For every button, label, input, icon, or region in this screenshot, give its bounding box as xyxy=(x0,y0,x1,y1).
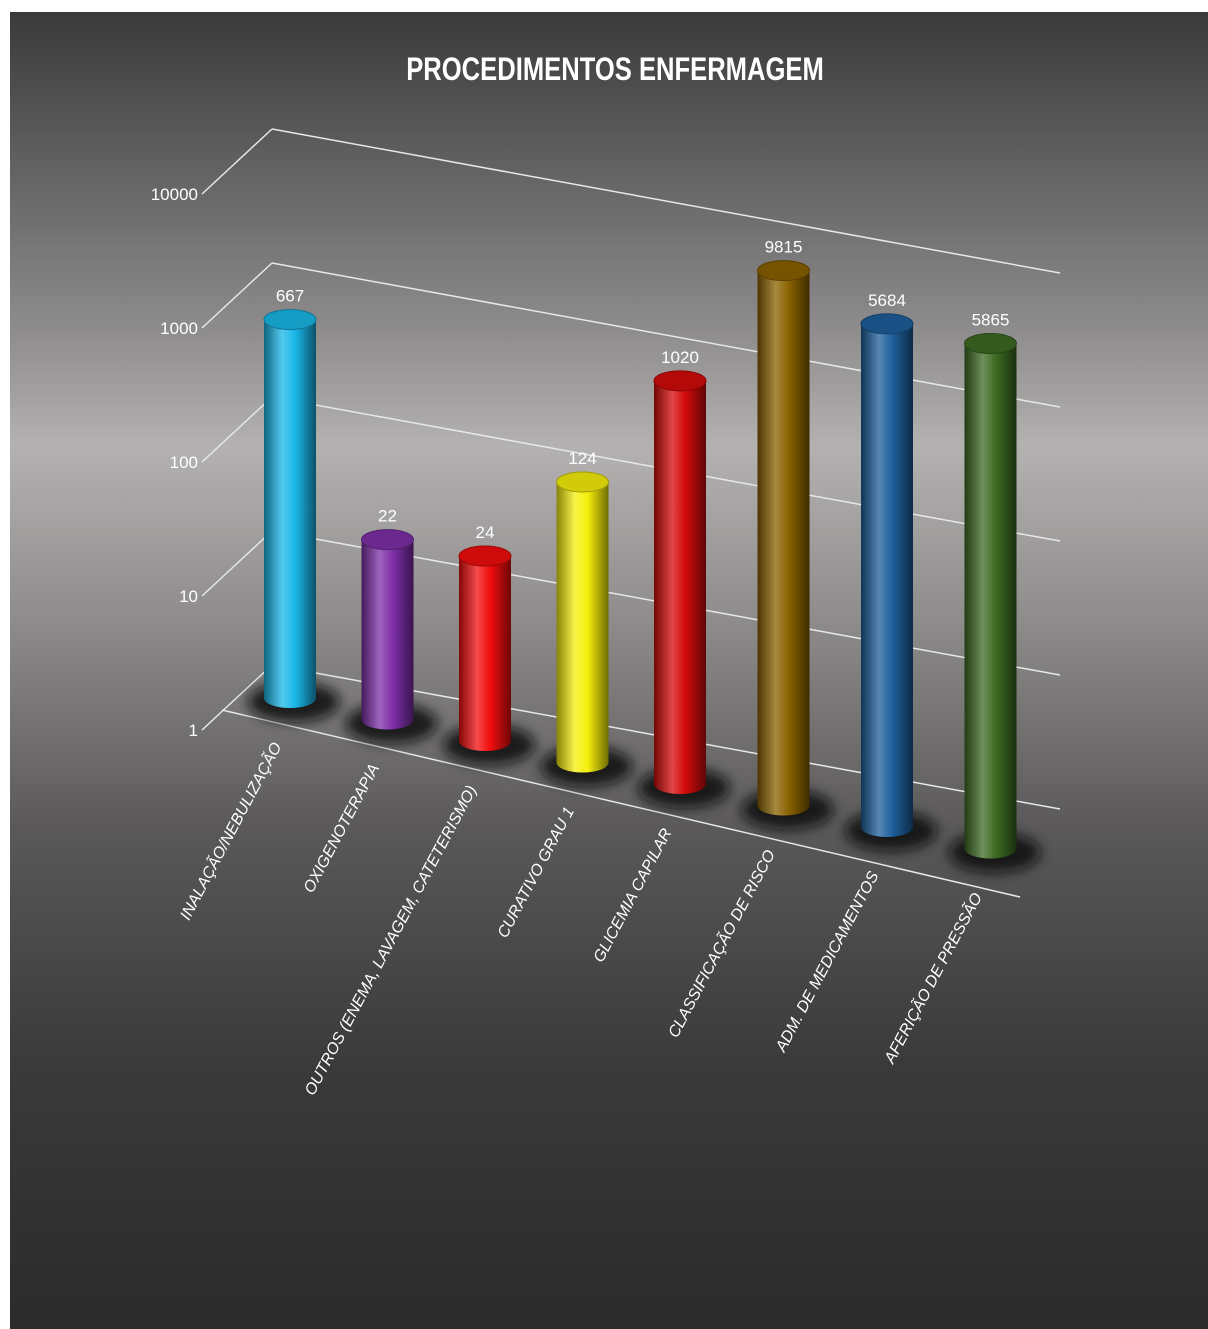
bar-top xyxy=(860,313,914,335)
bar-body xyxy=(654,380,706,794)
bar-top xyxy=(653,370,707,392)
gridline-side xyxy=(201,664,273,731)
bar-body xyxy=(861,323,913,837)
bar xyxy=(964,333,1017,859)
gridline-side xyxy=(201,262,273,329)
bar-body xyxy=(757,270,810,816)
bar-top xyxy=(556,471,609,493)
floor-edge xyxy=(221,709,1021,898)
bar-top xyxy=(757,260,810,282)
data-label: 22 xyxy=(378,507,397,526)
grid-layer xyxy=(201,128,1061,898)
bars xyxy=(263,260,1017,859)
gridline xyxy=(271,262,1061,408)
y-tick-label: 100 xyxy=(170,453,198,472)
data-label: 5865 xyxy=(972,311,1010,330)
bar-top xyxy=(964,333,1017,355)
bar-body xyxy=(361,539,414,730)
chart-frame: PROCEDIMENTOS ENFERMAGEM 1 10 100 1000 10000… xyxy=(10,12,1208,1329)
category-label: CURATIVO GRAU 1 xyxy=(495,804,578,940)
y-tick-label: 10000 xyxy=(151,185,198,204)
value-labels: 667 22 24 124 1020 9815 5684 5865 xyxy=(276,238,1010,542)
bar-body xyxy=(459,556,511,751)
bar xyxy=(361,529,414,730)
chart-title: PROCEDIMENTOS ENFERMAGEM xyxy=(406,52,824,87)
bar-body xyxy=(264,319,316,708)
category-label: AFERIÇÃO DE PRESSÃO xyxy=(879,889,986,1067)
category-label: GLICEMIA CAPILAR xyxy=(591,826,676,966)
category-label: OUTROS (ENEMA, LAVAGEM, CATETERISMO) xyxy=(302,783,480,1098)
bar xyxy=(556,471,609,773)
gridline xyxy=(271,128,1061,274)
gridline-side xyxy=(201,530,273,597)
y-tick-label: 1 xyxy=(189,721,198,740)
bar xyxy=(458,545,512,751)
y-tick-label: 10 xyxy=(179,587,198,606)
data-label: 24 xyxy=(476,523,495,542)
bar xyxy=(263,309,317,708)
bar xyxy=(757,260,810,816)
data-label: 124 xyxy=(568,449,596,468)
bar-top xyxy=(458,545,512,567)
bar-body xyxy=(964,343,1017,859)
bar-top xyxy=(361,529,414,551)
data-label: 1020 xyxy=(661,348,699,367)
gridline-side xyxy=(201,396,273,463)
bar xyxy=(653,370,707,794)
data-label: 9815 xyxy=(765,238,803,257)
bar xyxy=(860,313,914,837)
category-label: CLASSIFICAÇÃO DE RISCO xyxy=(664,846,779,1040)
category-label: ADM. DE MEDICAMENTOS xyxy=(772,869,882,1056)
data-label: 5684 xyxy=(868,291,906,310)
data-label: 667 xyxy=(276,287,304,306)
category-label: OXIGENOTERAPIA xyxy=(301,761,383,895)
y-tick-label: 1000 xyxy=(160,319,198,338)
chart-svg: PROCEDIMENTOS ENFERMAGEM 1 10 100 1000 10000… xyxy=(151,52,1061,1098)
bar-top xyxy=(263,309,317,331)
gridline-side xyxy=(201,128,273,195)
bar-body xyxy=(556,481,609,773)
y-axis-ticks: 1 10 100 1000 10000 xyxy=(151,185,198,740)
category-label: INALAÇÃO/NEBULIZAÇÃO xyxy=(176,739,286,923)
